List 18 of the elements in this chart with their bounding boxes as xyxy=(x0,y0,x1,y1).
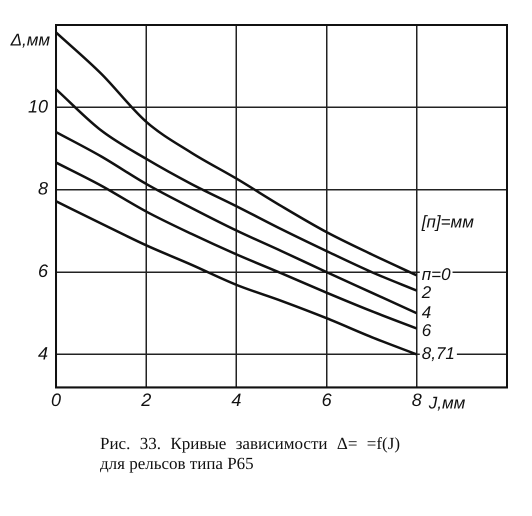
x-tick-label: 8 xyxy=(412,390,422,410)
legend-title: [п]=мм xyxy=(420,212,474,232)
y-tick-label: 6 xyxy=(38,261,50,282)
x-tick-label: 0 xyxy=(51,390,62,410)
y-tick-label: 4 xyxy=(38,343,48,364)
x-tick-label: 6 xyxy=(322,390,333,410)
series-label: 6 xyxy=(422,321,432,340)
series-label: 2 xyxy=(420,283,432,302)
series-label: 8,71 xyxy=(422,344,455,364)
y-axis-title: Δ,мм xyxy=(10,30,50,50)
y-tick-label: 8 xyxy=(38,178,48,199)
x-tick-label: 4 xyxy=(231,390,242,410)
series-label: п=0 xyxy=(422,265,452,284)
x-axis-title: J,мм xyxy=(428,394,466,413)
text: Рис. 33. Кривые зависимости Δ= =f(J) для рельсов типа Р65 xyxy=(100,434,400,474)
x-tick-label: 2 xyxy=(140,390,152,410)
y-tick-label: 10 xyxy=(28,96,48,116)
series-label: 4 xyxy=(422,303,432,322)
